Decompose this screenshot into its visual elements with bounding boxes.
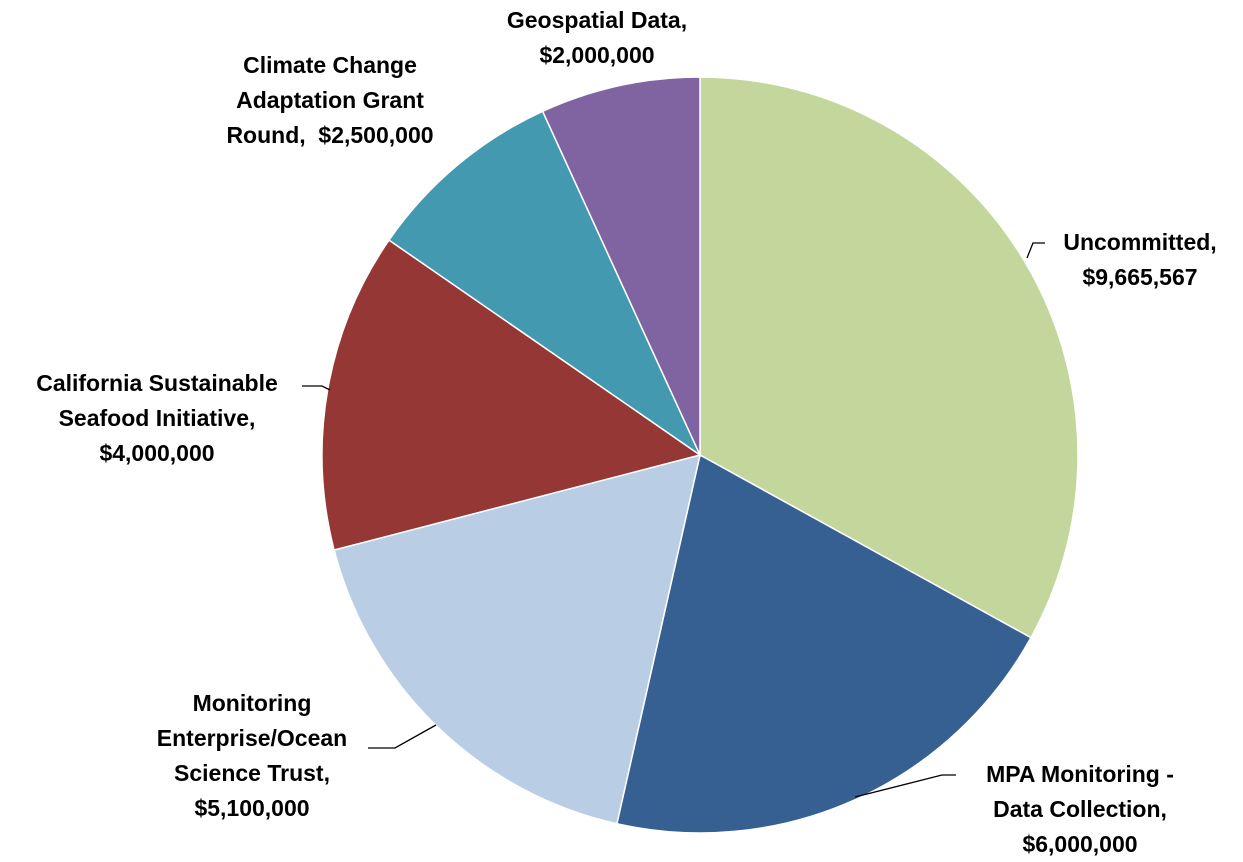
- category-label: MPA Monitoring - Data Collection,: [986, 761, 1174, 822]
- slice-label: MPA Monitoring - Data Collection, $6,000,…: [960, 757, 1200, 862]
- category-label: Geospatial Data,: [506, 7, 688, 33]
- slice-label: Uncommitted, $9,665,567: [1035, 225, 1243, 295]
- slice-label: Monitoring Enterprise/Ocean Science Trus…: [152, 686, 352, 826]
- slice-label: Climate Change Adaptation Grant Round, $…: [210, 48, 450, 153]
- leader-line: [854, 774, 956, 798]
- leader-line: [1026, 242, 1045, 259]
- category-label: Climate Change Adaptation Grant Round,: [226, 52, 424, 148]
- value-label: $9,665,567: [1082, 264, 1198, 290]
- leader-line: [368, 724, 437, 749]
- slice-label: California Sustainable Seafood Initiativ…: [7, 366, 307, 471]
- leader-line: [302, 385, 331, 391]
- pie-slice: [615, 453, 1032, 834]
- value-label: $5,100,000: [194, 795, 310, 821]
- value-label: $6,000,000: [1022, 831, 1138, 857]
- category-label: California Sustainable Seafood Initiativ…: [36, 370, 278, 431]
- value-label: $4,000,000: [99, 440, 215, 466]
- category-label: Uncommitted,: [1063, 229, 1217, 255]
- value-label: $2,500,000: [318, 122, 434, 148]
- category-label: Monitoring Enterprise/Ocean Science Trus…: [156, 690, 348, 786]
- slice-label: Geospatial Data, $2,000,000: [477, 3, 717, 73]
- pie-slice: [387, 110, 702, 458]
- pie-slice: [699, 76, 1079, 639]
- pie-slice: [541, 76, 701, 456]
- value-label: $2,000,000: [539, 42, 655, 68]
- pie-slice: [333, 453, 702, 825]
